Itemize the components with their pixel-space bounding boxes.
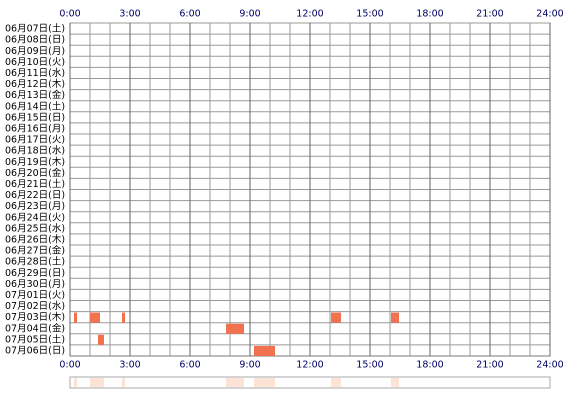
row-label: 06月17日(火) (5, 135, 65, 146)
x-tick-label: 21:00 (476, 9, 503, 20)
row-label: 06月19日(木) (5, 156, 65, 168)
x-tick-label: 3:00 (119, 360, 140, 371)
x-tick-label: 15:00 (356, 9, 383, 20)
row-label: 06月07日(土) (5, 23, 65, 35)
x-tick-label: 15:00 (356, 360, 383, 371)
row-label: 06月28日(土) (5, 256, 65, 268)
activity-bar (122, 312, 125, 323)
activity-bar (391, 312, 399, 323)
x-tick-label: 24:00 (536, 9, 563, 20)
row-label: 06月16日(月) (5, 123, 65, 134)
row-label: 07月06日(日) (5, 345, 65, 356)
row-label: 06月08日(日) (5, 35, 65, 46)
row-label: 06月10日(火) (5, 57, 65, 68)
x-tick-label: 21:00 (476, 360, 503, 371)
row-label: 06月15日(日) (5, 112, 65, 123)
row-label: 07月05日(土) (5, 333, 65, 345)
activity-bar (226, 323, 244, 334)
summary-strip (69, 376, 551, 389)
row-label: 06月24日(火) (5, 212, 65, 223)
activity-bar (90, 312, 100, 323)
x-tick-label: 6:00 (179, 360, 200, 371)
summary-block (254, 378, 275, 387)
row-label: 06月11日(水) (5, 67, 65, 79)
row-label: 07月01日(火) (5, 290, 65, 301)
summary-block (98, 378, 104, 387)
activity-bar (331, 312, 341, 323)
row-label: 06月29日(日) (5, 268, 65, 279)
row-label: 06月20日(金) (5, 167, 65, 179)
x-tick-label: 18:00 (416, 9, 443, 20)
x-tick-label: 6:00 (179, 9, 200, 20)
row-label: 06月25日(水) (5, 222, 65, 234)
row-label: 06月13日(金) (5, 89, 65, 101)
summary-block (331, 378, 341, 387)
summary-block (90, 378, 100, 387)
x-tick-label: 3:00 (119, 9, 140, 20)
row-label: 06月23日(月) (5, 201, 65, 212)
x-tick-label: 0:00 (59, 360, 80, 371)
row-label: 06月30日(月) (5, 279, 65, 290)
row-label: 06月26日(木) (5, 233, 65, 245)
activity-bar (98, 334, 104, 345)
row-label: 06月14日(土) (5, 100, 65, 112)
summary-block (226, 378, 244, 387)
row-label: 07月04日(金) (5, 322, 65, 334)
row-label: 06月18日(水) (5, 145, 65, 157)
x-tick-label: 0:00 (59, 9, 80, 20)
activity-bar (74, 312, 77, 323)
row-label: 06月27日(金) (5, 245, 65, 257)
x-tick-label: 12:00 (296, 9, 323, 20)
row-label: 06月12日(木) (5, 78, 65, 90)
x-tick-label: 18:00 (416, 360, 443, 371)
x-tick-label: 12:00 (296, 360, 323, 371)
row-label: 06月09日(月) (5, 46, 65, 57)
row-label: 06月21日(土) (5, 178, 65, 190)
x-tick-label: 24:00 (536, 360, 563, 371)
summary-block (391, 378, 399, 387)
summary-block (122, 378, 125, 387)
row-label: 06月22日(日) (5, 190, 65, 201)
activity-bar (254, 345, 275, 356)
x-tick-label: 9:00 (239, 9, 260, 20)
x-tick-label: 9:00 (239, 360, 260, 371)
row-label: 07月02日(水) (5, 300, 65, 312)
row-label: 07月03日(木) (5, 311, 65, 323)
summary-block (74, 378, 77, 387)
